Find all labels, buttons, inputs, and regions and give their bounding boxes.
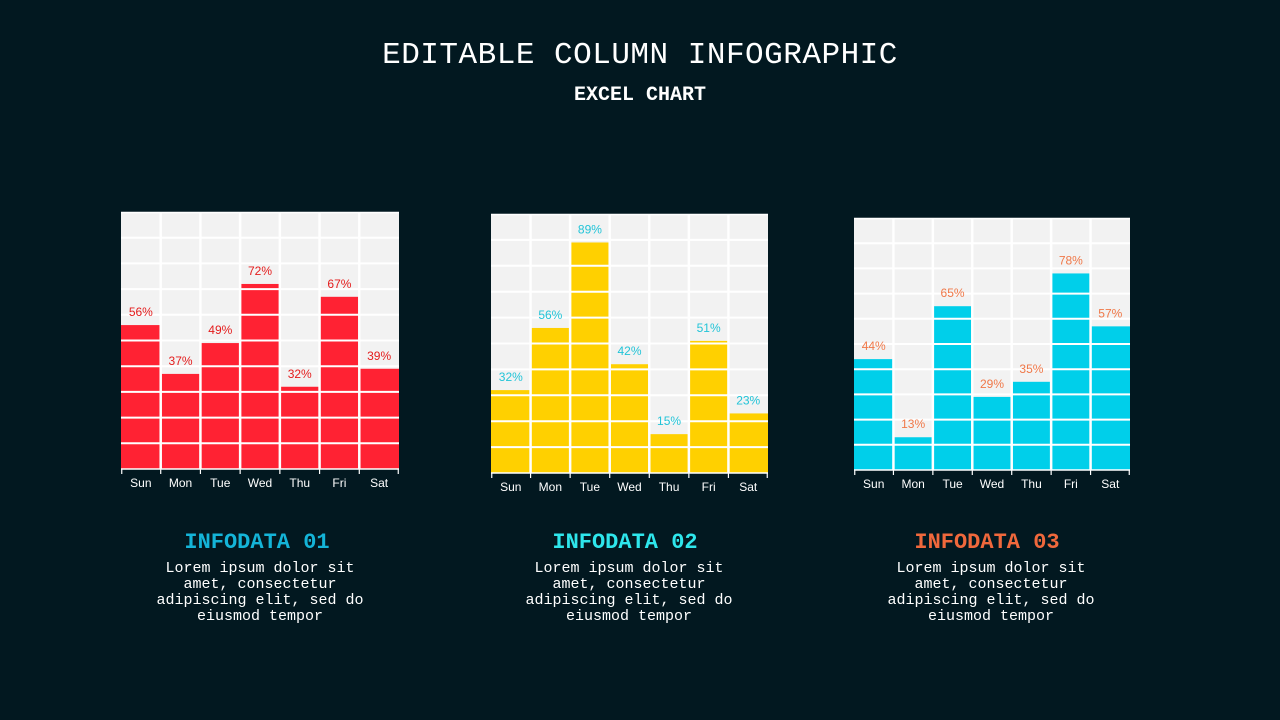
panel-text-3: Lorem ipsum dolor sit amet, consectetur … <box>887 560 1095 625</box>
x-tick-label: Sat <box>739 480 758 494</box>
x-tick-label: Fri <box>702 480 716 494</box>
panel-text-2: Lorem ipsum dolor sit amet, consectetur … <box>525 560 733 625</box>
bar-mon <box>893 437 933 470</box>
data-label: 29% <box>980 377 1004 391</box>
panel-heading-2: INFODATA 02 <box>552 530 698 555</box>
bar-thu <box>279 386 320 469</box>
slide-subtitle: EXCEL CHART <box>573 84 707 107</box>
x-tick-label: Tue <box>942 477 963 491</box>
x-tick-label: Fri <box>332 476 346 490</box>
data-label: 32% <box>499 370 523 384</box>
bar-sat <box>359 368 399 469</box>
data-label: 39% <box>367 349 391 363</box>
panel-text-1: Lorem ipsum dolor sit amet, consectetur … <box>156 560 364 625</box>
slide-title: EDITABLE COLUMN INFOGRAPHIC <box>382 38 898 73</box>
bar-tue <box>200 343 241 469</box>
data-label: 72% <box>248 264 272 278</box>
bar-thu <box>649 434 689 473</box>
data-label: 44% <box>862 339 886 353</box>
x-tick-label: Thu <box>1021 477 1042 491</box>
x-tick-label: Thu <box>659 480 680 494</box>
x-tick-label: Sun <box>130 476 151 490</box>
x-tick-label: Wed <box>617 480 641 494</box>
column-chart-3: 44% Sun 13% Mon 65% Tue 29% Wed 35% Thu 78% Fri 57% S… <box>854 217 1130 491</box>
x-tick-label: Thu <box>289 476 310 490</box>
x-tick-label: Wed <box>248 476 272 490</box>
data-label: 51% <box>697 321 721 335</box>
x-tick-label: Sat <box>1101 477 1120 491</box>
bar-sun <box>491 390 531 473</box>
bar-wed <box>972 396 1012 470</box>
bar-fri <box>688 340 729 473</box>
bar-mon <box>530 327 571 473</box>
data-label: 78% <box>1059 253 1083 267</box>
bar-thu <box>1011 381 1052 470</box>
data-label: 65% <box>941 286 965 300</box>
bar-fri <box>1051 273 1091 470</box>
column-chart-2: 32% Sun 56% Mon 89% Tue 42% Wed 15% Thu 51% Fri 23% S… <box>491 213 768 494</box>
bar-fri <box>319 296 360 469</box>
x-tick-label: Tue <box>580 480 601 494</box>
data-label: 35% <box>1019 362 1043 376</box>
panel-heading-1: INFODATA 01 <box>184 530 330 555</box>
data-label: 32% <box>288 367 312 381</box>
data-label: 15% <box>657 414 681 428</box>
bar-sat <box>728 413 768 473</box>
data-label: 57% <box>1098 306 1122 320</box>
x-tick-label: Sun <box>863 477 884 491</box>
x-tick-label: Sat <box>370 476 389 490</box>
x-tick-label: Mon <box>169 476 192 490</box>
x-tick-label: Fri <box>1064 477 1078 491</box>
bar-tue <box>570 242 610 473</box>
bar-wed <box>240 283 280 469</box>
data-label: 42% <box>617 344 641 358</box>
x-tick-label: Mon <box>901 477 924 491</box>
data-label: 37% <box>169 354 193 368</box>
data-label: 23% <box>736 393 760 407</box>
bar-sat <box>1090 326 1130 470</box>
data-label: 56% <box>538 308 562 322</box>
bar-wed <box>609 364 650 473</box>
data-label: 67% <box>327 277 351 291</box>
panel-heading-3: INFODATA 03 <box>914 530 1060 555</box>
bar-sun <box>854 359 894 470</box>
bar-tue <box>932 306 973 470</box>
x-tick-label: Mon <box>539 480 562 494</box>
x-tick-label: Sun <box>500 480 521 494</box>
data-label: 89% <box>578 222 602 236</box>
x-tick-label: Tue <box>210 476 231 490</box>
data-label: 56% <box>129 305 153 319</box>
column-chart-1: 56% Sun 37% Mon 49% Tue 72% Wed 32% Thu 67% Fri 39% S… <box>121 211 399 490</box>
bar-mon <box>160 373 201 469</box>
x-tick-label: Wed <box>980 477 1004 491</box>
data-label: 13% <box>901 417 925 431</box>
bar-sun <box>121 325 161 469</box>
data-label: 49% <box>208 323 232 337</box>
